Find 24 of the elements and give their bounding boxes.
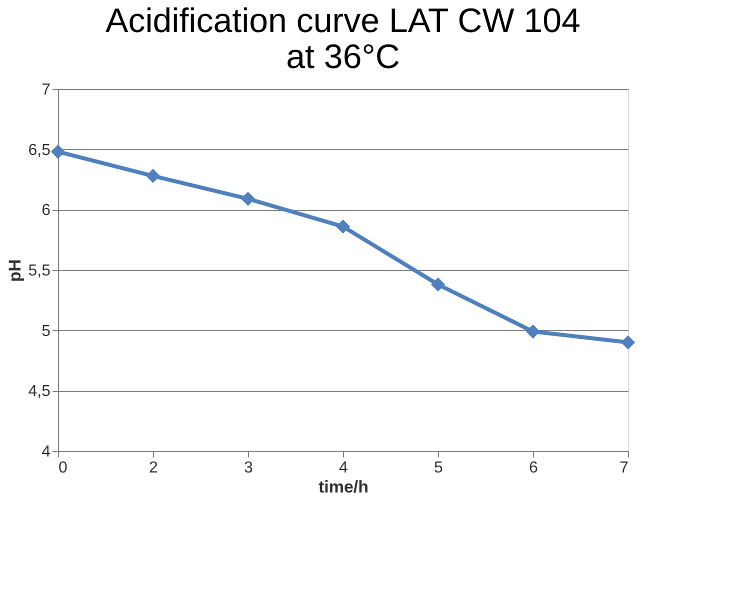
y-tick-label: 6,5: [28, 142, 51, 159]
y-tick-label: 4,5: [28, 383, 51, 400]
x-tick-label: 3: [244, 460, 254, 476]
x-tick-label: 0: [58, 460, 68, 476]
y-tick-label: 6: [42, 202, 51, 220]
point: [526, 324, 540, 339]
y-tick-label: 5: [42, 322, 51, 340]
chart-title: Acidification curve LAT CW 104 at 36°C: [106, 2, 580, 76]
point: [336, 219, 350, 234]
x-axis-title: time/h: [318, 478, 369, 496]
x-tick-label: 6: [529, 460, 538, 476]
x-tick-label: 4: [339, 460, 348, 476]
y-axis-title: pH: [5, 259, 24, 282]
point: [620, 335, 636, 350]
point: [50, 144, 66, 159]
x-tick-label: 7: [620, 460, 629, 476]
y-tick-label: 4: [42, 444, 51, 460]
y-tick-label: 7: [42, 82, 51, 98]
x-tick-label: 2: [149, 460, 158, 476]
y-tick-label: 5,5: [28, 262, 51, 280]
point: [146, 168, 160, 183]
point: [240, 192, 256, 206]
x-tick-label: 5: [434, 460, 444, 476]
point: [430, 277, 446, 292]
